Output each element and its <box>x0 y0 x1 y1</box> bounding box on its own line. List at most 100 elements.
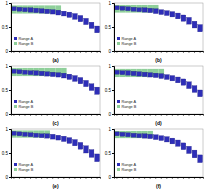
x-tick <box>128 114 129 116</box>
x-tick-line <box>85 51 86 53</box>
y-tick-label: 0 <box>108 49 111 54</box>
range-box <box>95 26 100 33</box>
range-box <box>153 5 159 13</box>
panel-label: (b) <box>155 57 162 63</box>
x-tick <box>116 177 117 179</box>
x-tick-line <box>85 177 86 179</box>
range-box <box>89 22 94 28</box>
range-box <box>61 136 66 141</box>
plot-frame <box>114 3 203 51</box>
range-box <box>50 72 55 76</box>
x-tick <box>188 51 189 53</box>
x-tick-line <box>58 114 59 116</box>
range-box <box>164 75 169 80</box>
x-tick-line <box>80 114 81 116</box>
y-tick-line <box>9 153 11 154</box>
y-tick-label: 1 <box>5 64 8 69</box>
y-axis-line <box>112 4 115 52</box>
legend-item: Range B <box>117 105 137 109</box>
y-tick-label: 1 <box>108 127 111 132</box>
x-tick-line <box>116 51 117 53</box>
legend-item: Range B <box>14 168 34 172</box>
x-tick-line <box>194 114 195 116</box>
x-tick-line <box>144 177 145 179</box>
range-box <box>136 131 142 138</box>
x-tick <box>80 114 81 116</box>
y-axis-line <box>9 4 12 52</box>
y-tick-label: 1 <box>108 64 111 69</box>
y-tick-label: 0 <box>108 175 111 180</box>
x-tick-line <box>47 51 48 53</box>
range-box <box>176 140 181 146</box>
x-tick-line <box>116 114 117 116</box>
marks <box>114 5 202 32</box>
x-tick-line <box>74 51 75 53</box>
range-box <box>120 132 125 136</box>
y-axis-line <box>9 67 12 115</box>
marks <box>11 130 99 161</box>
range-box <box>45 72 50 76</box>
x-tick <box>139 177 140 179</box>
plot-frame <box>114 129 203 177</box>
x-tick-line <box>128 51 129 53</box>
x-tick-line <box>52 177 53 179</box>
x-tick-line <box>41 51 42 53</box>
range-box <box>115 132 120 136</box>
y-tick: 0.5 <box>2 88 11 93</box>
x-tick <box>63 51 64 53</box>
x-tick <box>97 114 98 116</box>
x-tick-line <box>139 114 140 116</box>
y-axis: 00.51 <box>2 127 12 180</box>
panel: 00.51Range ARange B(b) <box>105 1 204 63</box>
x-tick <box>41 177 42 179</box>
x-tick <box>155 114 156 116</box>
x-tick-line <box>91 51 92 53</box>
x-tick-line <box>69 114 70 116</box>
y-tick: 0 <box>5 49 11 54</box>
legend: Range ARange B <box>14 37 34 46</box>
y-tick: 0.5 <box>2 151 11 156</box>
x-tick-line <box>97 177 98 179</box>
y-tick: 0.5 <box>105 25 114 30</box>
y-tick-label: 0 <box>5 175 8 180</box>
x-tick <box>91 177 92 179</box>
y-tick-line <box>9 66 11 67</box>
x-tick <box>41 114 42 116</box>
range-box <box>115 70 120 74</box>
legend-item: Range B <box>117 42 137 46</box>
x-tick <box>58 177 59 179</box>
x-tick <box>52 114 53 116</box>
range-box <box>22 5 28 13</box>
x-tick <box>91 51 92 53</box>
x-tick-line <box>155 177 156 179</box>
x-tick-line <box>172 51 173 53</box>
legend-label: Range A <box>122 100 137 104</box>
range-box <box>181 15 186 21</box>
x-tick-line <box>19 114 20 116</box>
figure: 00.51Range ARange B(a)00.51Range ARange … <box>0 0 206 189</box>
y-tick-label: 0 <box>5 49 8 54</box>
y-tick-line <box>9 177 11 178</box>
range-box <box>12 69 17 73</box>
y-tick-label: 1 <box>5 127 8 132</box>
range-box <box>147 131 153 138</box>
x-tick-line <box>183 51 184 53</box>
y-tick-line <box>112 66 114 67</box>
y-axis: 00.51 <box>2 1 12 54</box>
y-tick-line <box>112 177 114 178</box>
y-tick-line <box>9 27 11 28</box>
x-tick <box>97 51 98 53</box>
x-tick <box>36 177 37 179</box>
x-tick <box>25 51 26 53</box>
range-box <box>89 84 94 91</box>
x-tick <box>128 177 129 179</box>
legend-item: Range A <box>117 163 137 167</box>
x-tick <box>116 51 117 53</box>
range-box <box>159 74 164 79</box>
legend-swatch <box>14 105 17 108</box>
range-box <box>131 71 136 75</box>
y-axis: 00.51 <box>105 127 115 180</box>
range-box <box>125 5 131 13</box>
y-tick: 0 <box>108 49 114 54</box>
range-box <box>33 68 39 76</box>
